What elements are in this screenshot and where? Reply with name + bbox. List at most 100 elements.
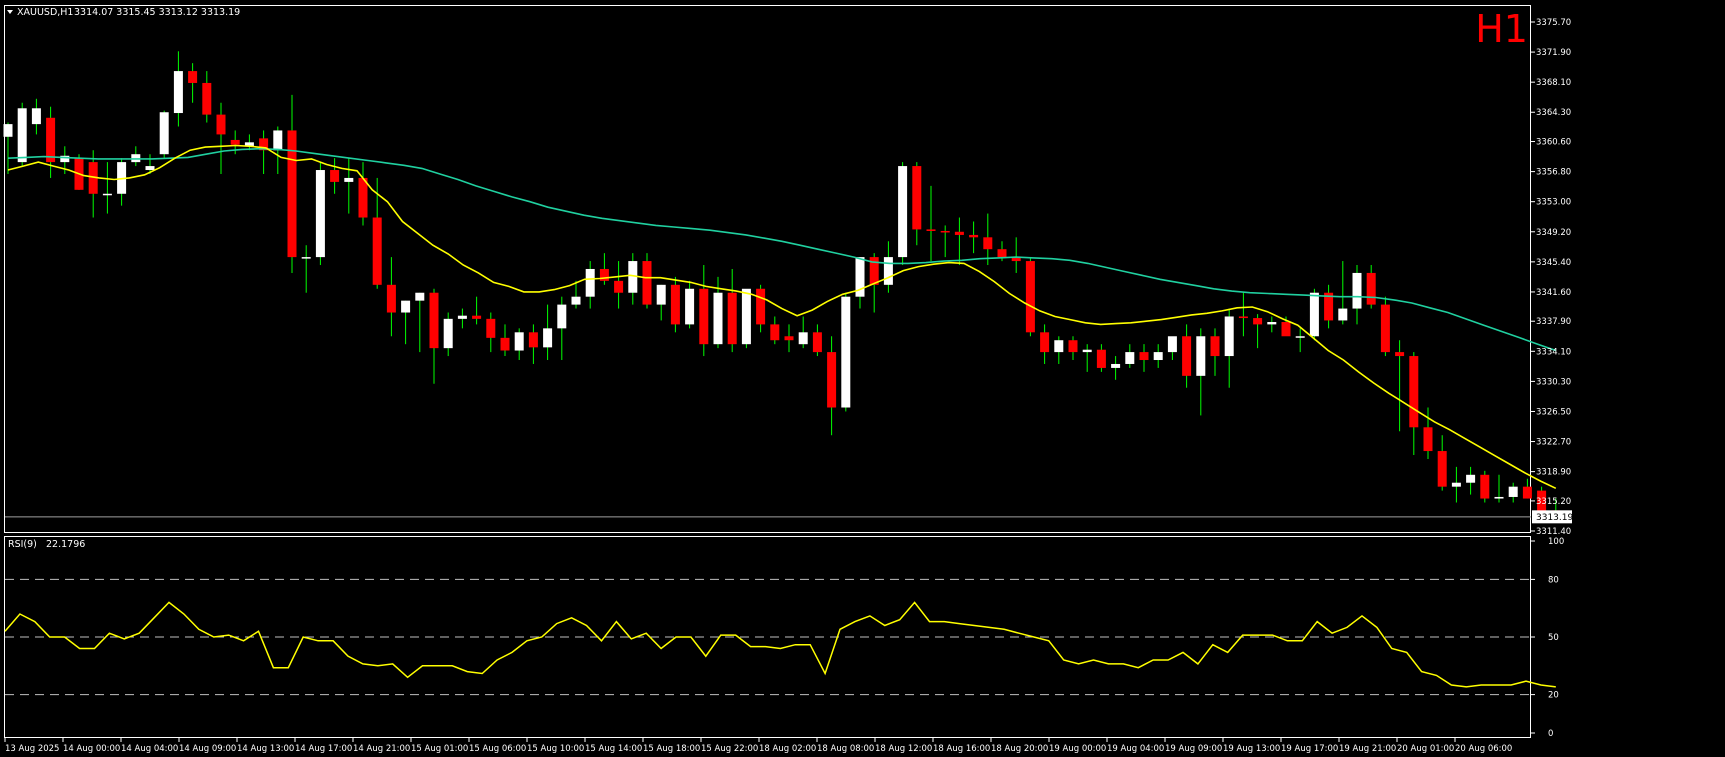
candle-body (443, 318, 453, 349)
candle-body (1494, 496, 1504, 499)
candle-body (46, 117, 56, 163)
candle-body (287, 130, 297, 258)
candle-body (358, 177, 368, 218)
candle-body (202, 82, 212, 115)
candle-body (17, 108, 27, 163)
price-tick-label: 3337.90 (1536, 317, 1571, 327)
candle-body (31, 108, 41, 125)
candle-body (1267, 322, 1277, 325)
candle-body (741, 288, 751, 345)
candle-body (386, 284, 396, 313)
candle-body (1182, 336, 1192, 376)
time-tick-label: 20 Aug 06:00 (1455, 744, 1512, 754)
rsi-value: 22.1796 (46, 539, 85, 550)
candle-body (713, 292, 723, 345)
candle-body (543, 328, 553, 348)
price-tick-label: 3330.30 (1536, 377, 1571, 387)
candle-body (898, 166, 908, 258)
candle-body (557, 304, 567, 329)
candle-body (614, 280, 624, 293)
candle-body (1309, 292, 1319, 337)
candle-body (372, 217, 382, 285)
collapse-triangle-icon[interactable] (7, 10, 13, 14)
candle-body (1167, 336, 1177, 353)
candle-body (1068, 340, 1078, 353)
candle-body (1352, 272, 1362, 309)
candle-body (472, 315, 482, 319)
candle-body (926, 229, 936, 231)
candle-body (997, 249, 1007, 258)
candle-body (1395, 352, 1405, 357)
candle-body (188, 71, 198, 83)
candle-body (1040, 332, 1050, 353)
candle-body (259, 138, 269, 151)
time-tick-label: 19 Aug 21:00 (1339, 744, 1396, 754)
candle-body (60, 155, 70, 163)
time-tick-label: 15 Aug 10:00 (527, 744, 584, 754)
candle-body (1423, 427, 1433, 452)
time-tick-label: 14 Aug 21:00 (353, 744, 410, 754)
price-tick-label: 3345.40 (1536, 258, 1571, 268)
time-tick-label: 19 Aug 09:00 (1165, 744, 1222, 754)
price-tick-label: 3356.80 (1536, 168, 1571, 178)
rsi-label: RSI(9) (8, 539, 37, 550)
symbol-label: XAUUSD,H1 (17, 7, 73, 18)
candle-body (1224, 316, 1234, 357)
candle-body (969, 234, 979, 238)
candle-body (1366, 272, 1376, 305)
time-tick-label: 14 Aug 17:00 (295, 744, 352, 754)
candle-body (784, 336, 794, 341)
price-tick-label: 3371.90 (1536, 48, 1571, 58)
time-tick-label: 18 Aug 08:00 (817, 744, 874, 754)
price-tick-label: 3368.10 (1536, 78, 1571, 88)
candle-body (88, 162, 98, 194)
candle-body (1082, 349, 1092, 353)
candle-body (812, 332, 822, 353)
candle-body (756, 288, 766, 325)
time-tick-label: 14 Aug 09:00 (179, 744, 236, 754)
candle-body (102, 193, 112, 196)
candle-body (883, 257, 893, 285)
candle-body (486, 318, 496, 338)
rsi-tick-label: 50 (1548, 633, 1559, 643)
candle-body (1451, 482, 1461, 487)
candle-body (1011, 257, 1021, 262)
candle-body (429, 292, 439, 349)
ohlc-readout: 3314.07 3315.45 3313.12 3313.19 (74, 7, 240, 18)
candle-body (1409, 356, 1419, 428)
time-tick-label: 14 Aug 00:00 (63, 744, 120, 754)
candle-body (827, 352, 837, 408)
price-tick-label: 3375.70 (1536, 18, 1571, 28)
time-tick-label: 19 Aug 04:00 (1107, 744, 1164, 754)
candle-body (145, 166, 155, 171)
rsi-tick-label: 100 (1548, 537, 1564, 547)
candle-body (1210, 336, 1220, 357)
candle-body (1139, 352, 1149, 361)
rsi-axis: 100 80 50 20 0 (1531, 537, 1564, 739)
candle-body (344, 177, 354, 182)
candle-body (500, 337, 510, 351)
candle-body (940, 230, 950, 233)
candle-body (1196, 336, 1206, 376)
time-tick-label: 15 Aug 22:00 (701, 744, 758, 754)
candle-body (457, 315, 467, 319)
candle-body (727, 292, 737, 345)
price-tick-label: 3318.90 (1536, 468, 1571, 478)
candle-body (159, 112, 169, 155)
time-tick-label: 15 Aug 06:00 (469, 744, 526, 754)
candle-body (869, 257, 879, 285)
candle-body (528, 332, 538, 348)
candle-body (401, 300, 411, 313)
rsi-line (4, 601, 1556, 688)
candle-body (1281, 322, 1291, 337)
time-tick-label: 19 Aug 17:00 (1281, 744, 1338, 754)
candle-body (912, 166, 922, 230)
candle-body (230, 139, 240, 145)
time-tick-label: 15 Aug 14:00 (585, 744, 642, 754)
price-tick-label: 3311.40 (1536, 527, 1571, 537)
timeframe-badge: H1 (1475, 7, 1528, 51)
rsi-subwindow-frame (4, 536, 1531, 738)
candle-body (685, 288, 695, 325)
rsi-tick-label: 20 (1548, 691, 1559, 701)
